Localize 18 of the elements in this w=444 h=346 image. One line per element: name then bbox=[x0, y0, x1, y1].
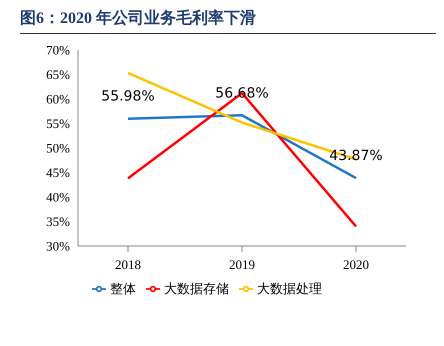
data-label: 56.68% bbox=[215, 85, 269, 102]
y-tick-label: 65% bbox=[46, 67, 70, 82]
y-tick-label: 55% bbox=[46, 116, 70, 132]
y-tick-label: 60% bbox=[46, 92, 70, 107]
legend-label: 大数据存储 bbox=[164, 282, 229, 297]
legend-label: 整体 bbox=[110, 282, 136, 297]
y-tick-label: 30% bbox=[46, 238, 70, 254]
x-tick-label: 2018 bbox=[115, 257, 141, 272]
y-tick-label: 40% bbox=[46, 190, 70, 205]
data-label: 55.98% bbox=[101, 88, 155, 105]
y-tick-label: 70% bbox=[46, 42, 70, 58]
x-tick-label: 2020 bbox=[343, 257, 369, 272]
y-tick-label: 35% bbox=[46, 214, 70, 230]
chart-title: 图6：2020 年公司业务毛利率下滑 bbox=[20, 8, 436, 34]
y-tick-label: 45% bbox=[46, 165, 70, 180]
x-tick-label: 2019 bbox=[229, 257, 255, 272]
legend-label: 大数据处理 bbox=[257, 282, 322, 297]
y-tick-label: 50% bbox=[46, 140, 70, 156]
